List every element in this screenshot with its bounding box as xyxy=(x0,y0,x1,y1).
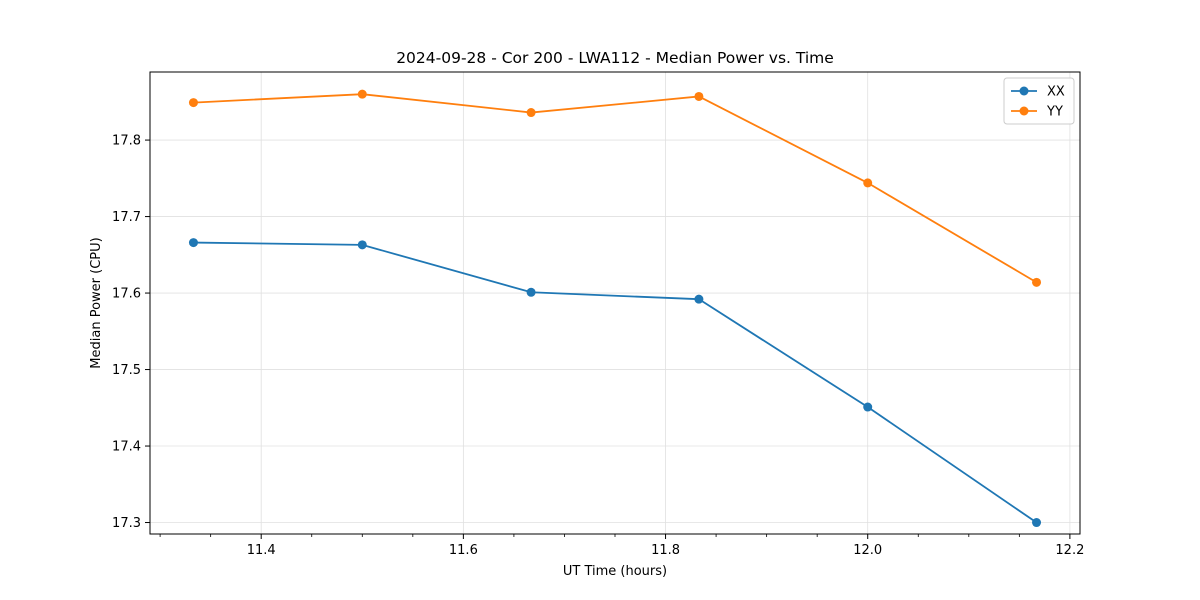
legend: XX YY xyxy=(1003,77,1075,125)
series-line-yy xyxy=(193,93,1037,284)
data-point-yy xyxy=(1032,277,1042,287)
y-tick-label: 17.7 xyxy=(112,210,141,225)
data-point-xx xyxy=(526,287,536,297)
y-tick-label: 17.4 xyxy=(112,440,141,455)
data-point-yy xyxy=(694,91,704,101)
y-tick-label: 17.5 xyxy=(112,363,141,378)
x-tick-label: 12.0 xyxy=(853,543,882,558)
y-tick-label: 17.6 xyxy=(112,287,141,302)
data-point-xx xyxy=(188,238,198,248)
data-point-yy xyxy=(526,108,536,118)
data-point-yy xyxy=(863,178,873,188)
legend-marker-yy xyxy=(1019,106,1029,116)
data-point-xx xyxy=(694,294,704,304)
data-point-yy xyxy=(357,89,367,99)
x-axis: 11.4 11.6 11.8 12.0 12.2 xyxy=(159,534,1084,558)
data-point-xx xyxy=(357,240,367,250)
x-axis-label: UT Time (hours) xyxy=(563,564,667,579)
series-line-xx xyxy=(193,241,1038,524)
y-axis: 17.3 17.4 17.5 17.6 17.7 17.8 xyxy=(112,134,150,531)
data-point-xx xyxy=(1032,518,1042,528)
plot-area xyxy=(149,71,1081,535)
x-tick-label: 11.6 xyxy=(449,543,478,558)
x-tick-label: 12.2 xyxy=(1055,543,1084,558)
legend-marker-xx xyxy=(1019,86,1029,96)
y-tick-label: 17.3 xyxy=(112,516,141,531)
legend-label-xx: XX xyxy=(1047,85,1065,100)
data-point-yy xyxy=(188,98,198,108)
y-axis-label: Median Power (CPU) xyxy=(89,237,104,368)
legend-label-yy: YY xyxy=(1046,105,1063,120)
chart-title: 2024-09-28 - Cor 200 - LWA112 - Median P… xyxy=(396,49,834,67)
y-tick-label: 17.8 xyxy=(112,134,141,149)
grid xyxy=(150,72,1080,534)
series-layer xyxy=(188,89,1042,528)
data-point-xx xyxy=(863,402,873,412)
x-tick-label: 11.4 xyxy=(247,543,276,558)
x-tick-label: 11.8 xyxy=(651,543,680,558)
